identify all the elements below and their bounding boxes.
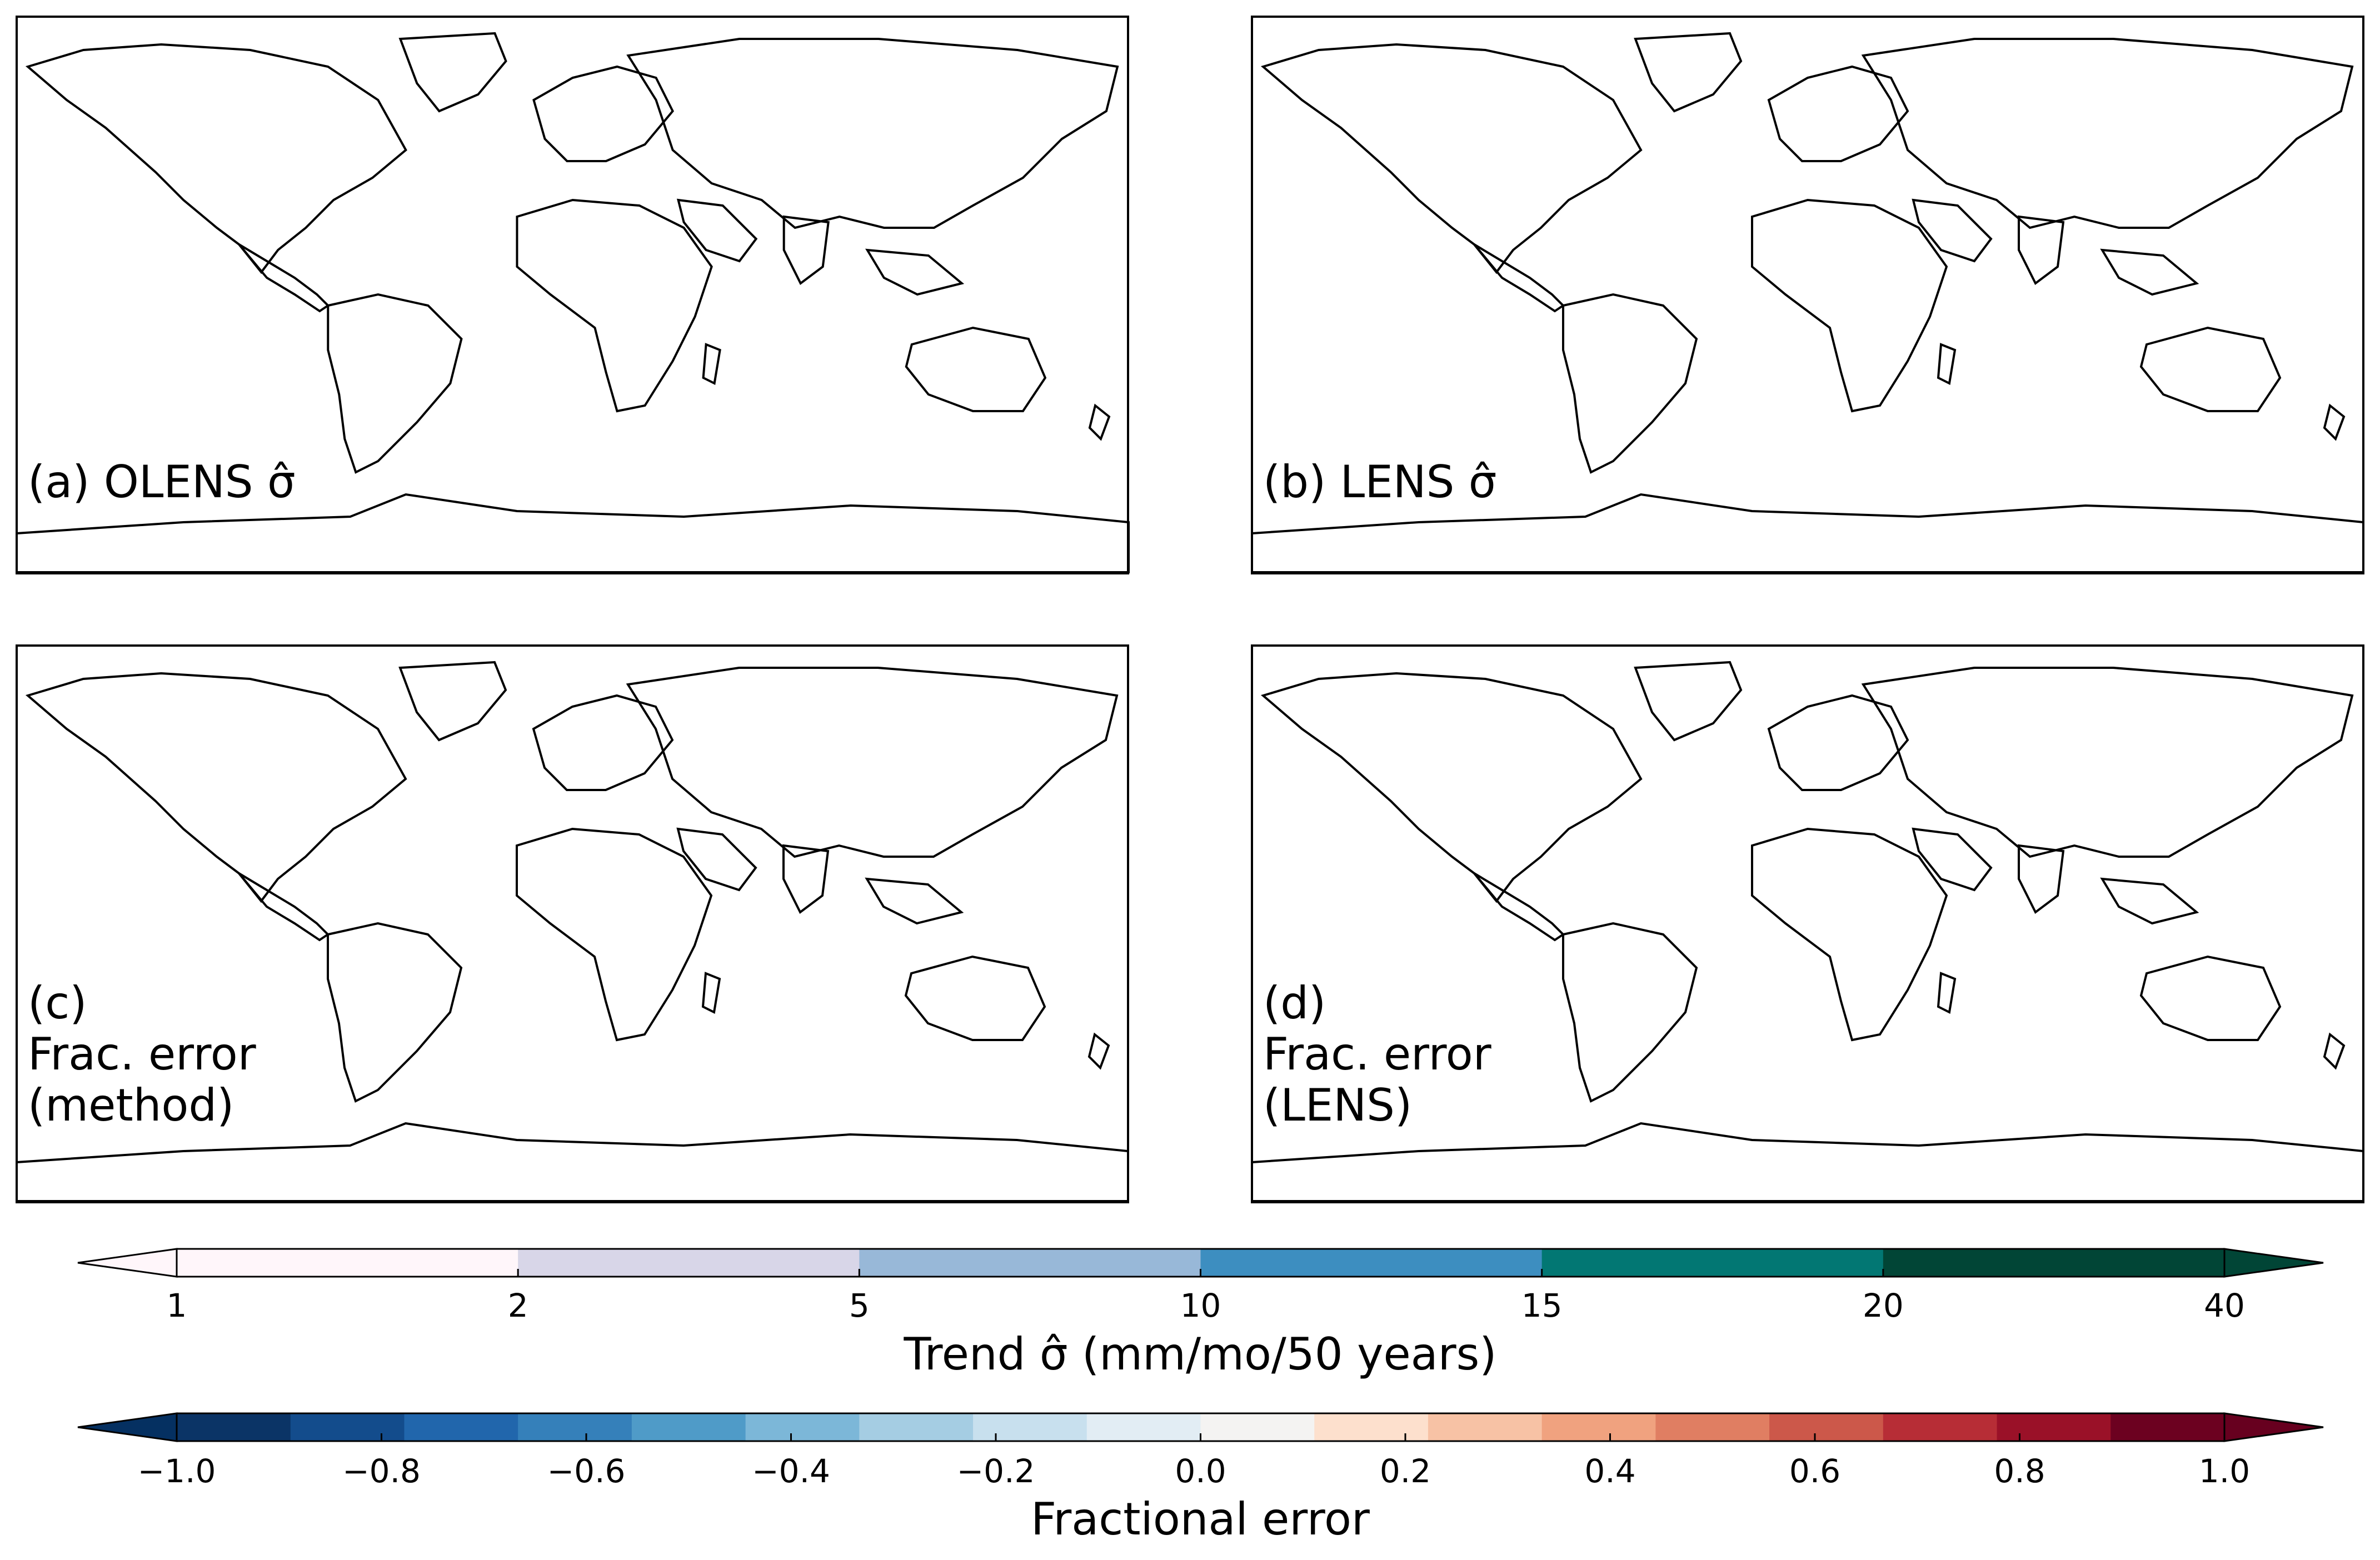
panel-a-frame <box>16 16 1129 574</box>
colorbar-trend-title: Trend σ̂ (mm/mo/50 years) <box>904 1328 1497 1380</box>
colorbar-trend-swatch <box>518 1249 860 1277</box>
colorbar-frac-tick-label: 0.6 <box>1789 1452 1840 1490</box>
colorbar-frac-extend-low <box>77 1412 178 1442</box>
panel-d <box>1251 661 2364 1202</box>
colorbar-frac-swatch <box>2110 1413 2225 1441</box>
colorbar-frac-swatch <box>1428 1413 1543 1441</box>
colorbar-frac-swatch <box>1769 1413 1884 1441</box>
colorbar-frac: −1.0 −0.8 −0.6 −0.4 −0.2 0.0 0.2 0.4 0.6 0.8 1.0 <box>77 1412 2324 1490</box>
colorbar-frac-swatch <box>631 1413 746 1441</box>
colorbar-frac-swatch <box>404 1413 518 1441</box>
colorbar-frac-tick-label: 1.0 <box>2199 1452 2250 1490</box>
panel-d-frame <box>1251 644 2364 1203</box>
colorbar-trend-extend-low <box>77 1248 178 1278</box>
colorbar-frac-swatch <box>1997 1413 2111 1441</box>
colorbar-frac-tick-label: −0.8 <box>342 1452 421 1490</box>
colorbar-trend-tick-label: 15 <box>1521 1287 1563 1324</box>
colorbar-trend-tick-label: 10 <box>1180 1287 1221 1324</box>
colorbar-trend-tick-label: 1 <box>167 1287 187 1324</box>
colorbar-frac-swatch <box>177 1413 291 1441</box>
panel-d-label-line1: (d) <box>1263 977 1326 1029</box>
colorbar-frac-tick-label: −1.0 <box>138 1452 216 1490</box>
colorbar-trend-swatch <box>1200 1249 1543 1277</box>
colorbar-trend-swatch <box>859 1249 1201 1277</box>
colorbar-trend-tick-label: 2 <box>508 1287 528 1324</box>
colorbar-frac-swatch <box>745 1413 860 1441</box>
colorbar-frac-swatch <box>1541 1413 1656 1441</box>
colorbar-frac-swatch <box>518 1413 632 1441</box>
colorbar-frac-swatch <box>859 1413 974 1441</box>
colorbar-trend-swatch <box>1541 1249 1884 1277</box>
colorbar-trend-swatch <box>177 1249 518 1277</box>
colorbar-frac-swatch <box>973 1413 1087 1441</box>
colorbar-frac-tick-label: 0.2 <box>1380 1452 1431 1490</box>
colorbar-trend: 1 2 5 10 15 20 40 <box>77 1248 2324 1324</box>
colorbar-trend-tick-label: 20 <box>1863 1287 1904 1324</box>
panel-a-label: (a) OLENS σ̂ <box>28 456 296 508</box>
colorbar-trend-tick-label: 5 <box>849 1287 870 1324</box>
colorbar-frac-extend-high <box>2223 1412 2324 1442</box>
colorbar-frac-swatch <box>1655 1413 1770 1441</box>
colorbar-frac-tick-label: 0.4 <box>1584 1452 1635 1490</box>
colorbar-frac-swatch <box>1314 1413 1429 1441</box>
colorbar-frac-tick-label: −0.2 <box>957 1452 1035 1490</box>
colorbar-frac-tick-label: 0.0 <box>1175 1452 1226 1490</box>
panel-d-label-line3: (LENS) <box>1263 1079 1412 1131</box>
panel-c-label-line1: (c) <box>28 977 87 1029</box>
colorbar-trend-extend-high <box>2223 1248 2324 1278</box>
colorbar-frac-tick-label: 0.8 <box>1994 1452 2045 1490</box>
colorbar-frac-tick-label: −0.4 <box>752 1452 830 1490</box>
colorbar-frac-swatch <box>1200 1413 1315 1441</box>
panel-b-label: (b) LENS σ̂ <box>1263 456 1497 508</box>
panel-b-frame <box>1251 16 2364 574</box>
colorbar-trend-tick-label: 40 <box>2204 1287 2245 1324</box>
panel-d-label-line2: Frac. error <box>1263 1028 1491 1080</box>
panel-c-label-line3: (method) <box>28 1079 234 1131</box>
colorbar-trend-swatch <box>1883 1249 2225 1277</box>
colorbar-frac-swatch <box>290 1413 405 1441</box>
panel-c-frame <box>16 644 1129 1203</box>
colorbar-frac-tick-label: −0.6 <box>547 1452 626 1490</box>
colorbar-frac-swatch <box>1883 1413 1998 1441</box>
colorbar-frac-swatch <box>1086 1413 1201 1441</box>
panel-c-label-line2: Frac. error <box>28 1028 256 1080</box>
colorbar-frac-title: Fractional error <box>1031 1493 1370 1545</box>
